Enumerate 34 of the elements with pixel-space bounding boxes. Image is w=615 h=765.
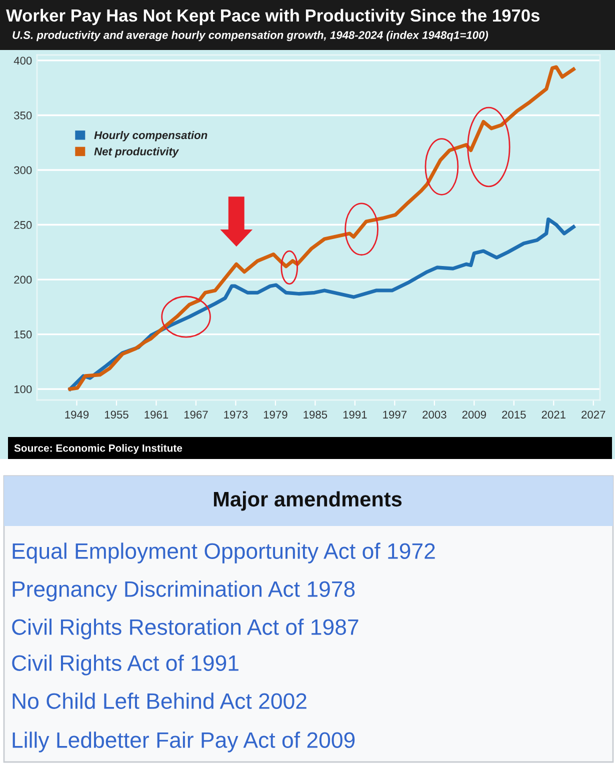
legend-label: Net productivity bbox=[94, 147, 180, 158]
legend-label: Hourly compensation bbox=[94, 130, 208, 142]
y-tick-label: 200 bbox=[14, 276, 32, 284]
x-tick-label: 1985 bbox=[304, 410, 328, 419]
line-series bbox=[68, 65, 576, 391]
x-tick-label: 2009 bbox=[462, 410, 486, 419]
text: Lilly Ledbetter Fair Pay Act of 2009 bbox=[12, 732, 355, 752]
x-tick-label: 2021 bbox=[542, 410, 566, 419]
y-tick-label: 150 bbox=[14, 330, 32, 338]
y-tick-label: 400 bbox=[14, 56, 32, 65]
text: Equal Employment Opportunity Act of 1972 bbox=[12, 542, 435, 564]
text: No Child Left Behind Act 2002 bbox=[12, 692, 306, 709]
x-tick-label: 1973 bbox=[224, 410, 248, 419]
chart-title: Worker Pay Has Not Kept Pace with Productivity Since the 1970s bbox=[6, 8, 540, 26]
y-tick-label: 350 bbox=[14, 112, 32, 120]
x-tick-label: 1955 bbox=[104, 410, 128, 419]
text: Pregnancy Discrimination Act 1978 bbox=[12, 580, 355, 602]
x-tick-label: 1961 bbox=[144, 410, 168, 419]
text: Civil Rights Restoration Act of 1987 bbox=[12, 618, 358, 640]
chart-subtitle: U.S. productivity and average hourly compensation growth, 1948-2024 (index 1948q1=100) bbox=[12, 30, 488, 42]
x-tick-label: 1949 bbox=[65, 410, 89, 419]
text: Civil Rights Act of 1991 bbox=[12, 654, 238, 676]
y-tick-label: 300 bbox=[14, 166, 32, 174]
x-tick-label: 1967 bbox=[184, 410, 208, 419]
y-tick-label: 250 bbox=[14, 221, 32, 229]
x-tick-label: 1997 bbox=[383, 410, 406, 419]
text: Major amendments bbox=[214, 491, 402, 511]
x-tick-label: 2015 bbox=[502, 410, 526, 419]
x-tick-label: 1991 bbox=[343, 410, 367, 419]
x-tick-label: 1979 bbox=[264, 410, 288, 419]
y-tick-label: 100 bbox=[14, 385, 32, 394]
x-tick-label: 2003 bbox=[422, 410, 446, 419]
x-tick-label: 2027 bbox=[582, 410, 606, 419]
source-note: Source: Economic Policy Institute bbox=[14, 444, 182, 454]
